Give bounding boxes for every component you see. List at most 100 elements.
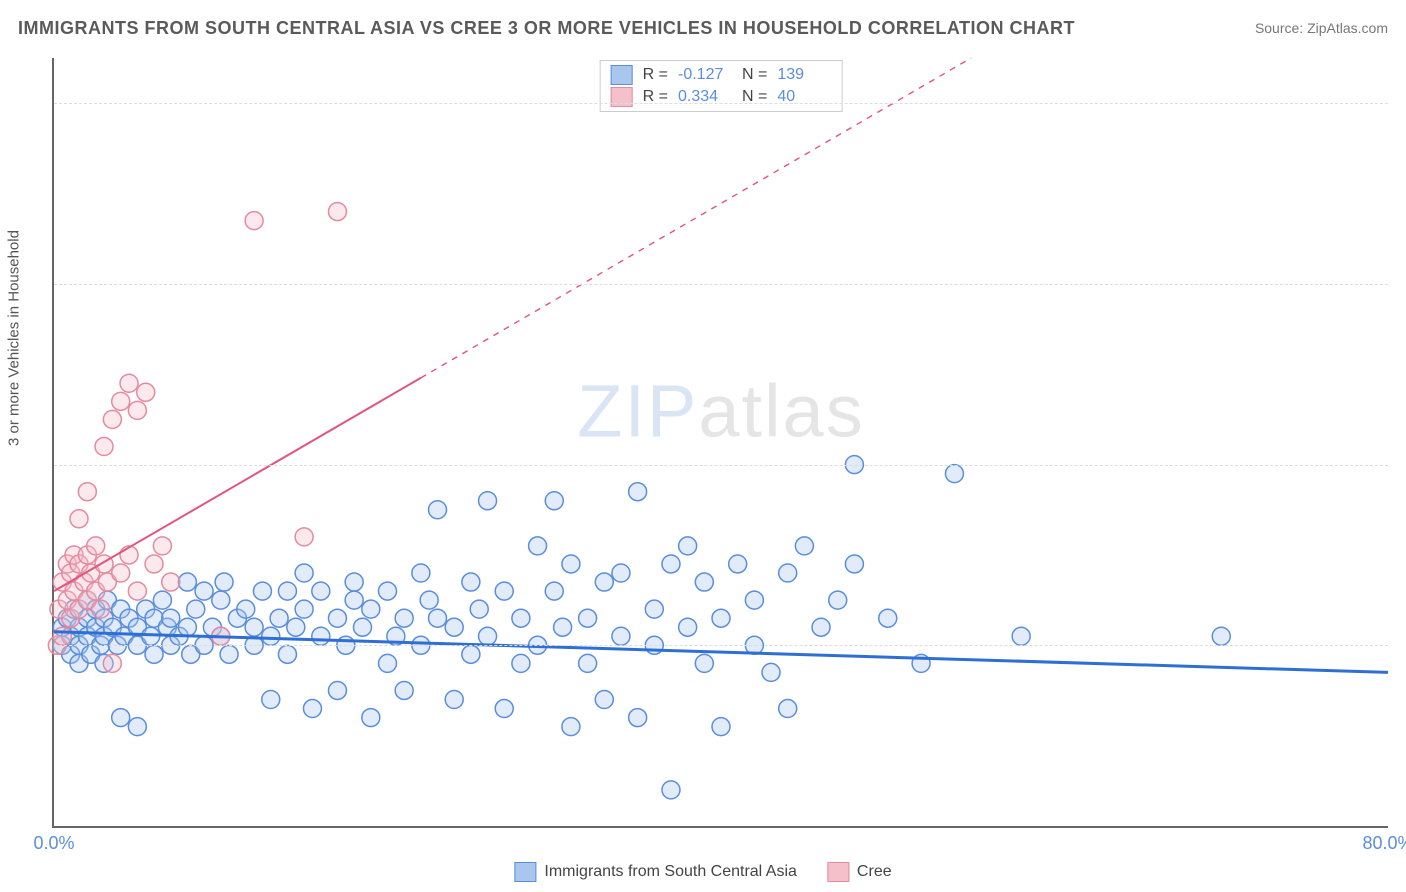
legend-label-blue: Immigrants from South Central Asia (544, 863, 797, 881)
scatter-point (253, 582, 271, 600)
scatter-point (612, 564, 630, 582)
legend-R-value-blue: -0.127 (678, 66, 732, 84)
legend-N-value-blue: 139 (777, 66, 831, 84)
scatter-point (353, 618, 371, 636)
scatter-point (879, 609, 897, 627)
scatter-point (137, 383, 155, 401)
scatter-point (128, 401, 146, 419)
scatter-point (495, 582, 513, 600)
legend-N-label: N = (742, 66, 767, 84)
scatter-point (629, 709, 647, 727)
grid-line (54, 645, 1388, 646)
scatter-point (328, 203, 346, 221)
scatter-point (612, 627, 630, 645)
scatter-point (554, 618, 572, 636)
scatter-point (679, 618, 697, 636)
scatter-point (287, 618, 305, 636)
legend-R-label: R = (643, 66, 668, 84)
scatter-point (745, 591, 763, 609)
grid-line (54, 103, 1388, 104)
scatter-point (845, 555, 863, 573)
scatter-point (1012, 627, 1030, 645)
scatter-point (479, 492, 497, 510)
scatter-point (695, 573, 713, 591)
chart-title: IMMIGRANTS FROM SOUTH CENTRAL ASIA VS CR… (18, 18, 1075, 39)
scatter-point (270, 609, 288, 627)
legend-swatch-pink (827, 862, 849, 882)
correlation-chart: IMMIGRANTS FROM SOUTH CENTRAL ASIA VS CR… (0, 0, 1406, 892)
scatter-point (153, 537, 171, 555)
scatter-point (412, 564, 430, 582)
trend-line (54, 378, 421, 591)
legend-series: Immigrants from South Central Asia Cree (514, 862, 891, 882)
scatter-point (379, 582, 397, 600)
source-link[interactable]: ZipAtlas.com (1307, 20, 1388, 36)
scatter-point (695, 654, 713, 672)
scatter-point (212, 591, 230, 609)
scatter-point (245, 212, 263, 230)
scatter-point (579, 654, 597, 672)
plot-svg (54, 58, 1388, 826)
scatter-point (462, 573, 480, 591)
scatter-point (712, 609, 730, 627)
x-tick-label: 0.0% (33, 833, 74, 854)
scatter-point (303, 700, 321, 718)
scatter-point (512, 654, 530, 672)
scatter-point (128, 582, 146, 600)
legend-swatch-blue (514, 862, 536, 882)
scatter-point (328, 609, 346, 627)
scatter-point (237, 600, 255, 618)
scatter-point (362, 709, 380, 727)
scatter-point (662, 781, 680, 799)
scatter-point (120, 546, 138, 564)
legend-item-blue: Immigrants from South Central Asia (514, 862, 797, 882)
scatter-point (262, 627, 280, 645)
scatter-point (395, 609, 413, 627)
scatter-point (103, 410, 121, 428)
scatter-point (662, 555, 680, 573)
scatter-point (103, 654, 121, 672)
scatter-point (178, 573, 196, 591)
scatter-point (262, 691, 280, 709)
scatter-point (479, 627, 497, 645)
scatter-point (145, 555, 163, 573)
scatter-point (562, 718, 580, 736)
scatter-point (379, 654, 397, 672)
y-axis-label: 3 or more Vehicles in Household (6, 230, 23, 446)
scatter-point (295, 528, 313, 546)
scatter-point (395, 681, 413, 699)
scatter-point (215, 573, 233, 591)
scatter-point (153, 591, 171, 609)
scatter-point (112, 392, 130, 410)
scatter-point (420, 591, 438, 609)
scatter-point (545, 492, 563, 510)
y-tick-label: 20.0% (1398, 635, 1406, 656)
scatter-point (345, 573, 363, 591)
scatter-point (145, 645, 163, 663)
scatter-point (562, 555, 580, 573)
scatter-point (645, 600, 663, 618)
scatter-point (495, 700, 513, 718)
scatter-point (295, 564, 313, 582)
grid-line (54, 284, 1388, 285)
scatter-point (470, 600, 488, 618)
scatter-point (429, 501, 447, 519)
scatter-point (462, 645, 480, 663)
scatter-point (245, 618, 263, 636)
legend-item-pink: Cree (827, 862, 892, 882)
scatter-point (112, 564, 130, 582)
scatter-point (362, 600, 380, 618)
scatter-point (53, 627, 71, 645)
scatter-point (328, 681, 346, 699)
scatter-point (92, 600, 110, 618)
scatter-point (278, 582, 296, 600)
scatter-point (312, 627, 330, 645)
scatter-point (312, 582, 330, 600)
scatter-point (829, 591, 847, 609)
scatter-point (429, 609, 447, 627)
legend-swatch-blue (611, 65, 633, 85)
y-tick-label: 60.0% (1398, 273, 1406, 294)
scatter-point (529, 537, 547, 555)
scatter-point (187, 600, 205, 618)
scatter-point (278, 645, 296, 663)
